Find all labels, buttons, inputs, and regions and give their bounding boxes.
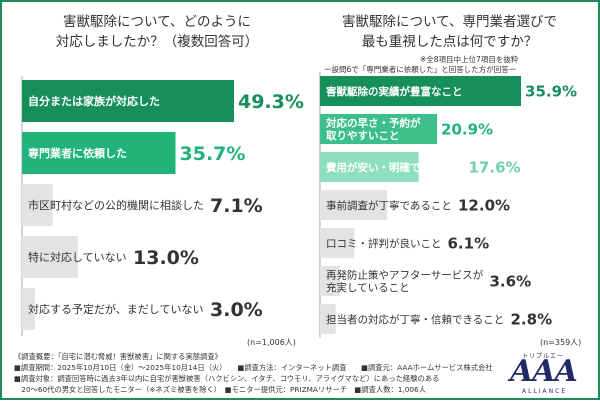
left-chart-title-line-1: 害獣駆除について、どのように [63,14,251,30]
right-chart-title-line-1: 害獣駆除について、専門業者選びで [342,14,557,30]
left-chart-title: 害獣駆除について、どのように 対応しましたか？（複数回答可） [12,12,302,52]
right-n-label: (n=359人) [540,338,582,347]
right-category-label-5: 口コミ・評判が良いこと [326,237,442,250]
left-bar-2 [22,132,176,174]
left-category-label-3: 市区町村などの公的機関に相談した [28,198,204,212]
left-value-label-3: 7.1% [210,195,263,217]
right-value-label-7: 2.8% [511,310,553,328]
right-category-label-3: 費用が安い・明確であること [326,161,462,174]
footer-line-1: 《調査概要：「自宅に潜む脅威！害獣被害」に関する実態調査》 [14,352,222,361]
right-value-label-5: 6.1% [448,234,490,252]
left-bar-4 [22,236,78,278]
right-value-label-2: 20.9% [441,120,493,138]
right-category-label-1: 害獣駆除の実績が豊富なこと [326,85,463,98]
right-bar-7 [320,304,336,334]
left-value-label-4: 13.0% [133,247,199,269]
right-category-label-2-2: 取りやすいこと [326,130,400,142]
right-category-label-4: 事前調査が丁寧であること [326,199,452,212]
logo-alliance: ALLIANCE [522,388,568,395]
right-category-label-6-2: 充実していること [326,281,410,294]
left-category-label-1: 自分または家族が対応した [28,94,160,108]
right-chart-note-1: ※全8項目中上位7項目を抜粋 [420,55,519,64]
left-category-label-2: 専門業者に依頼した [28,146,127,160]
left-category-label-4: 特に対応していない [28,250,127,264]
left-chart-title-line-2: 対応しましたか？（複数回答可） [55,34,259,50]
left-n-label: (n=1,006人) [247,338,296,347]
right-chart-title-line-2: 最も重視した点は何ですか？ [361,34,538,50]
right-chart-title: 害獣駆除について、専門業者選びで 最も重視した点は何ですか？ [302,12,597,52]
left-bar-5 [22,288,35,330]
right-category-label-7: 担当者の対応が丁寧・信頼できること [326,313,504,326]
left-category-label-5: 対応する予定だが、まだしていない [28,302,203,316]
right-value-label-4: 12.0% [458,196,510,214]
logo-ruby: トリプルエー [522,353,565,360]
right-category-label-6-1: 再発防止策やアフターサービスが [326,269,484,282]
left-value-label-2: 35.7% [180,143,246,165]
left-bar-1 [22,80,234,122]
right-bar-5 [320,228,355,258]
footer-line-4: 20〜60代の男女と回答したモニター（※ネズミ被害を除く） ■モニター提供元：P… [14,385,426,394]
left-value-label-1: 49.3% [238,91,304,113]
right-bar-4 [320,190,388,220]
right-chart-note-2: ー設問6で「専門業者に依頼した」と回答した方が回答ー [324,65,517,74]
right-bar-6 [320,266,341,296]
logo-aaa: AAA [510,354,578,389]
right-bar-1 [320,76,522,106]
right-bar-2 [320,114,438,144]
footer-line-2: ■調査期間：2025年10月10日（金）〜2025年10月14日（火） ■調査方… [14,363,493,372]
right-value-label-3: 17.6% [469,158,521,176]
right-category-label-2-1: 対応の早さ・予約が [325,117,421,130]
left-bar-3 [22,184,53,226]
right-bar-3 [320,152,419,182]
right-value-label-6: 3.6% [490,272,532,290]
footer-line-3: ■調査対象：調査回答時に過去3年以内に自宅が害獣被害（ハクビシン、イタチ、コウモ… [14,374,440,383]
left-value-label-5: 3.0% [210,299,263,321]
right-value-label-1: 35.9% [525,82,577,100]
